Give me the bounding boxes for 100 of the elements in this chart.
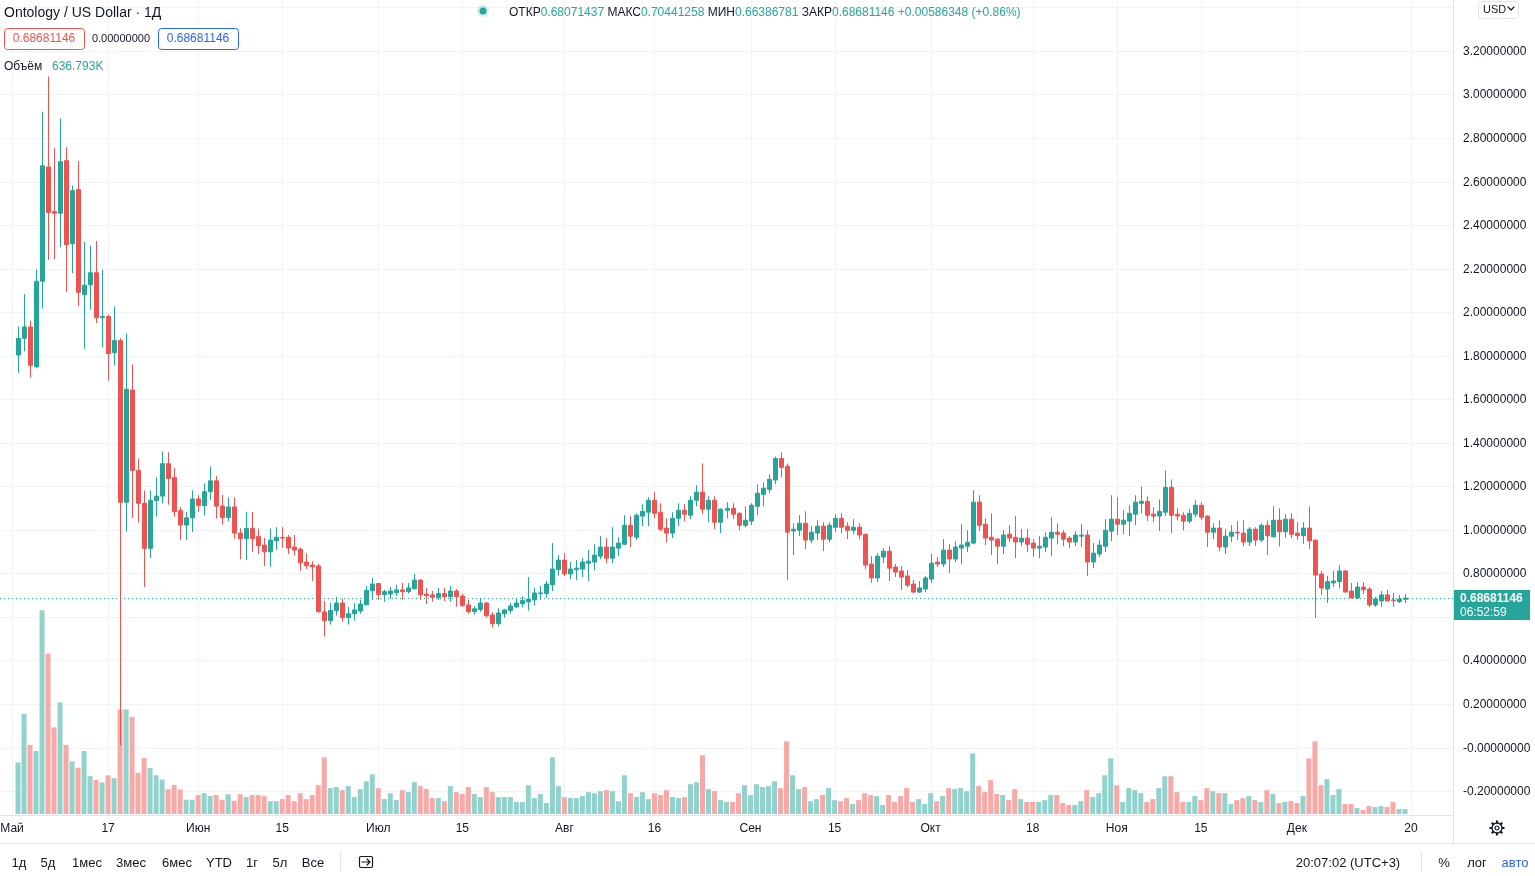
bar bbox=[75, 767, 81, 814]
bar bbox=[1276, 803, 1282, 814]
y-tick-label: 0.40000000 bbox=[1463, 653, 1527, 668]
bar bbox=[195, 795, 201, 814]
candlestick bbox=[718, 507, 723, 534]
y-tick-label: 2.00000000 bbox=[1463, 305, 1527, 320]
x-tick-label: 15 bbox=[827, 821, 842, 835]
bar bbox=[946, 788, 952, 814]
text: 1г bbox=[246, 854, 259, 870]
x-tick-label: 15 bbox=[455, 821, 470, 835]
y-tick-label: 3.20000000 bbox=[1463, 43, 1527, 58]
x-tick-label: Июн bbox=[186, 821, 211, 835]
x-tick-label: Июл bbox=[366, 821, 391, 835]
y-tick-label: 1.60000000 bbox=[1463, 392, 1527, 407]
bar bbox=[1282, 801, 1288, 814]
candlestick bbox=[1085, 529, 1090, 577]
candlestick bbox=[935, 556, 940, 568]
bar bbox=[1018, 799, 1024, 814]
bar bbox=[27, 744, 33, 814]
candlestick bbox=[100, 269, 105, 348]
candlestick bbox=[706, 495, 711, 523]
bar bbox=[1354, 808, 1360, 814]
candlestick bbox=[725, 501, 730, 519]
bar bbox=[705, 789, 711, 814]
bar bbox=[802, 787, 808, 814]
candlestick bbox=[628, 515, 633, 548]
bar bbox=[1084, 790, 1090, 814]
bar bbox=[99, 782, 105, 814]
bar bbox=[63, 744, 69, 814]
bar bbox=[1252, 800, 1258, 814]
candlestick bbox=[1265, 519, 1270, 556]
text: YTD bbox=[206, 854, 232, 870]
bar bbox=[1258, 801, 1264, 814]
candlestick bbox=[70, 184, 75, 274]
candlestick bbox=[941, 538, 946, 568]
text: 20:07:02 (UTC+3) bbox=[1295, 854, 1401, 870]
bar bbox=[1114, 785, 1120, 814]
bar bbox=[447, 786, 453, 814]
bar bbox=[123, 709, 129, 814]
candlestick bbox=[803, 510, 808, 550]
x-tick-label: 15 bbox=[275, 821, 290, 835]
candlestick bbox=[106, 314, 111, 382]
candlestick bbox=[604, 537, 609, 564]
candlestick bbox=[1259, 522, 1264, 543]
candlestick bbox=[58, 117, 63, 248]
bar bbox=[603, 790, 609, 814]
x-tick-label: 16 bbox=[647, 821, 662, 835]
text: 3мес bbox=[116, 854, 147, 870]
candlestick bbox=[682, 503, 687, 522]
y-tick-label: 2.20000000 bbox=[1463, 261, 1527, 276]
y-tick-label: 1.40000000 bbox=[1463, 435, 1527, 450]
candlestick bbox=[1247, 526, 1252, 547]
annotation: 0.00000000 bbox=[91, 32, 151, 44]
bar bbox=[820, 795, 826, 814]
bar bbox=[711, 791, 717, 814]
x-tick-label: 17 bbox=[101, 821, 116, 835]
candlestick bbox=[562, 552, 567, 577]
text: 6мес bbox=[162, 854, 193, 870]
bar bbox=[339, 790, 345, 814]
text: авто bbox=[1501, 854, 1529, 870]
x-tick-label: 15 bbox=[1194, 821, 1208, 835]
bar bbox=[225, 794, 231, 814]
bar bbox=[1246, 796, 1252, 814]
candlestick bbox=[851, 518, 856, 535]
y-tick-label: 1.00000000 bbox=[1463, 522, 1527, 537]
bar bbox=[93, 779, 99, 814]
bar bbox=[1216, 793, 1222, 814]
bar bbox=[561, 797, 567, 814]
y-tick-label: 1.80000000 bbox=[1463, 348, 1527, 363]
chart-title: Ontology / US Dollar · 1Д bbox=[4, 4, 162, 20]
annotation: 0.68681146 bbox=[166, 31, 230, 45]
candlestick bbox=[712, 495, 717, 530]
candlestick bbox=[1277, 507, 1282, 548]
x-tick-label: Дек bbox=[1286, 821, 1308, 835]
candlestick bbox=[1271, 505, 1276, 538]
bar bbox=[69, 761, 75, 814]
bar bbox=[1000, 795, 1006, 814]
candlestick bbox=[1115, 496, 1120, 536]
candlestick bbox=[442, 587, 447, 602]
y-tick-label: 0.80000000 bbox=[1463, 566, 1527, 581]
x-tick-label: 18 bbox=[1026, 821, 1040, 835]
bar bbox=[850, 804, 856, 814]
candlestick bbox=[1301, 521, 1306, 545]
candlestick bbox=[947, 543, 952, 574]
candlestick bbox=[82, 241, 87, 350]
bar bbox=[934, 801, 940, 814]
bar bbox=[1300, 796, 1306, 814]
chart-title: Объём bbox=[4, 59, 43, 73]
bar bbox=[57, 702, 63, 814]
bar bbox=[435, 798, 441, 814]
candlestick bbox=[1019, 528, 1024, 547]
candlestick bbox=[88, 245, 93, 311]
candlestick bbox=[28, 320, 33, 379]
chart-subtitle: ОТКР0.68071437 МАКС0.70441258 МИН0.66386781 ЗАКР0.68681146 +0.00586348 (+0.86%) bbox=[509, 5, 1021, 19]
ref-line-label: 0.68681146 bbox=[1460, 591, 1524, 606]
text: лог bbox=[1467, 854, 1488, 870]
bar bbox=[399, 790, 405, 814]
candlestick bbox=[94, 240, 99, 324]
y-tick-label: 1.20000000 bbox=[1463, 479, 1527, 494]
text: 1д bbox=[11, 854, 27, 870]
